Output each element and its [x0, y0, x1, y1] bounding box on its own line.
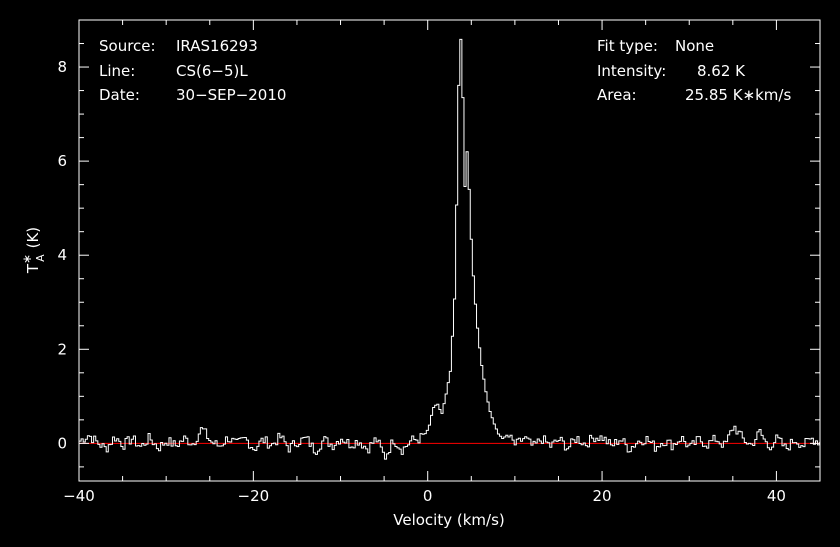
spectrum-series-line: [79, 38, 820, 460]
chart-marks: [79, 38, 820, 460]
y-tick-label: 0: [57, 434, 67, 452]
y-tick-label: 4: [57, 246, 67, 264]
intensity-label: Intensity:: [597, 62, 666, 80]
line-label: Line:: [99, 62, 135, 80]
date-value: 30−SEP−2010: [176, 86, 286, 104]
area-value: 25.85 K∗km/s: [685, 86, 791, 104]
svg-text:T∗A(K): T∗A (K): [20, 227, 47, 274]
date-label: Date:: [99, 86, 140, 104]
source-value: IRAS16293: [176, 37, 258, 55]
y-tick-label: 6: [57, 152, 67, 170]
y-axis-title-unit: (K): [24, 227, 42, 249]
x-axis-title: Velocity (km/s): [393, 511, 504, 529]
axis-ticks: −40 −20 0 20 40 0 2 4 6 8: [57, 19, 821, 505]
fit-type-label: Fit type:: [597, 37, 658, 55]
y-tick-label: 8: [57, 58, 67, 76]
y-axis-title-sup: ∗: [20, 254, 34, 264]
x-tick-label: −40: [63, 487, 95, 505]
area-label: Area:: [597, 86, 637, 104]
line-value: CS(6−5)L: [176, 62, 248, 80]
y-axis-title-main: T: [24, 263, 42, 274]
fit-type-value: None: [675, 37, 714, 55]
plot-frame: [78, 19, 821, 482]
y-tick-label: 2: [57, 340, 67, 358]
y-axis-title: T∗A (K): [20, 227, 47, 274]
intensity-value: 8.62 K: [697, 62, 746, 80]
y-axis-title-sub: A: [34, 254, 47, 262]
x-tick-label: 0: [423, 487, 433, 505]
x-tick-label: 40: [767, 487, 786, 505]
x-tick-label: 20: [593, 487, 612, 505]
source-label: Source:: [99, 37, 156, 55]
x-tick-label: −20: [238, 487, 270, 505]
